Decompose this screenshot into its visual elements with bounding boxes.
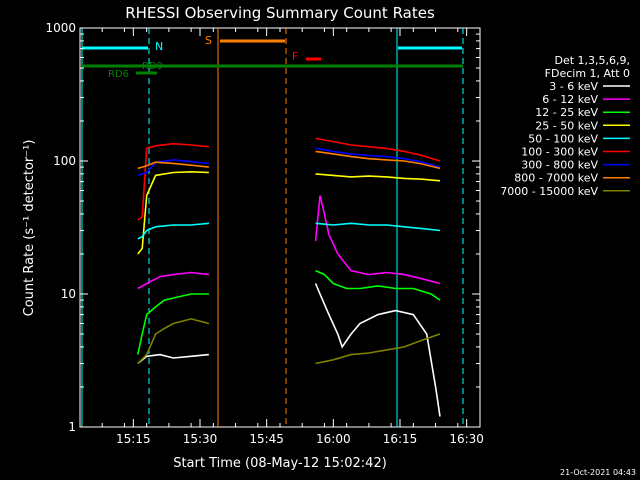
legend-label: 100 - 300 keV [521,146,598,159]
legend-label: 300 - 800 keV [521,159,598,172]
footer-date: 21-Oct-2021 04:43 [560,468,636,477]
series-line-25-50-kev-2 [315,173,441,182]
x-tick-label: 16:00 [316,432,351,446]
legend-label: 800 - 7000 keV [514,172,598,185]
series-line-12-25-kev-2 [315,269,441,301]
series-line-100-300-kev-2 [315,137,441,162]
y-axis-label: Count Rate (s⁻¹ detector⁻¹) [22,140,37,317]
marker-rd9-label: RD9 [142,61,163,72]
legend-label: 7000 - 15000 keV [500,185,598,198]
x-tick-label: 16:15 [383,432,418,446]
marker-s-label: S [205,34,212,47]
legend: Det 1,3,5,6,9, FDecim 1, Att 0 3 - 6 keV… [500,54,630,198]
y-tick-label: 10 [61,287,76,301]
series-line-50-100-kev-2 [315,222,441,232]
x-tick-label: 15:30 [183,432,218,446]
series-layer [137,137,441,417]
series-line-100-300-kev-1 [137,142,209,221]
series-line-3-6-kev-2 [314,283,441,417]
series-line-25-50-kev-1 [137,170,209,255]
y-tick-label: 100 [53,154,76,168]
y-tick-label: 1 [68,420,76,434]
x-tick-label: 15:15 [116,432,151,446]
x-tick-label: 15:45 [249,432,284,446]
legend-header-line-1: Det 1,3,5,6,9, [554,54,630,67]
series-line-12-25-kev-1 [137,293,209,355]
legend-label: 6 - 12 keV [542,93,598,106]
series-line-7000-15000-kev-1 [137,318,210,365]
series-line-7000-15000-kev-2 [315,333,441,365]
marker-n-label: N [155,40,163,53]
axis-layer: 1 10 100 1000 15:15 15:30 15:45 16:00 16:15 16:30 [45,21,484,446]
mode-markers: N S F RD9 RD6 [81,28,464,427]
legend-header-line-2: FDecim 1, Att 0 [545,67,630,80]
marker-rd6-label: RD6 [108,69,129,80]
y-tick-label: 1000 [45,21,76,35]
x-tick-label: 16:30 [449,432,484,446]
chart-title: RHESSI Observing Summary Count Rates [125,4,435,22]
legend-label: 12 - 25 keV [535,106,598,119]
legend-label: 50 - 100 keV [528,132,598,145]
marker-f-label: F [292,50,298,63]
series-line-6-12-kev-1 [137,271,209,290]
series-line-3-6-kev-1 [137,353,209,365]
series-line-800-7000-kev-1 [137,161,209,170]
series-line-6-12-kev-2 [314,195,441,285]
legend-label: 3 - 6 keV [549,80,598,93]
series-line-800-7000-kev-2 [315,150,441,170]
series-line-300-800-kev-2 [315,147,441,168]
legend-label: 25 - 50 keV [535,119,598,132]
x-axis-label: Start Time (08-May-12 15:02:42) [173,456,387,471]
series-line-50-100-kev-1 [137,222,209,240]
